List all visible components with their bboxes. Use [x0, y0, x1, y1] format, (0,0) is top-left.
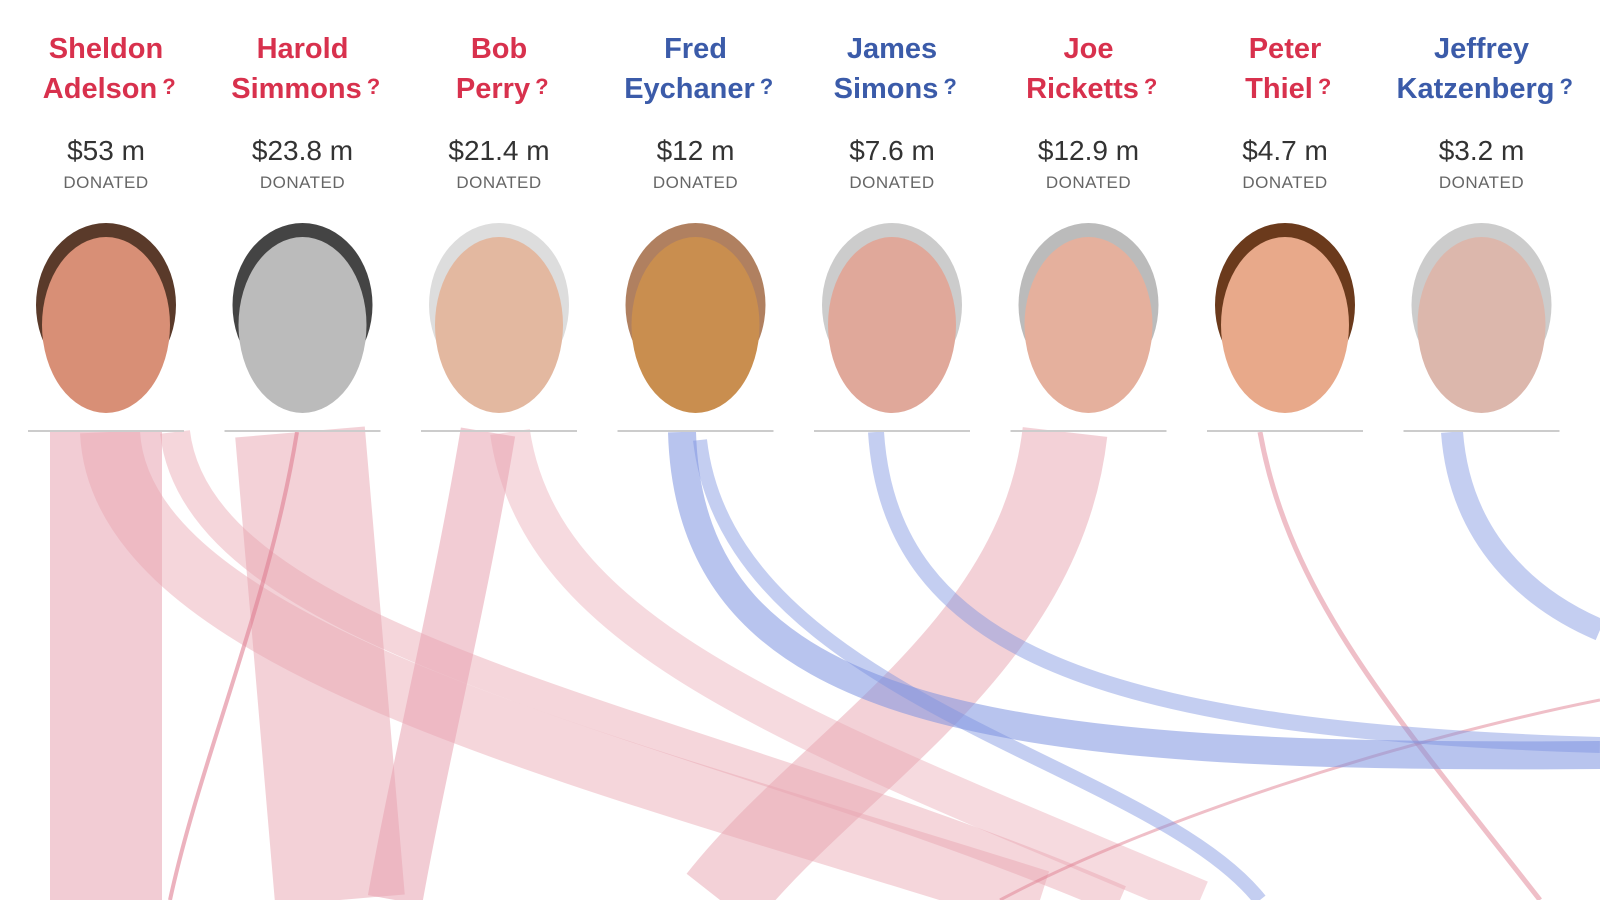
flow	[235, 426, 405, 905]
help-mark[interactable]: ?	[943, 74, 956, 99]
donor-first-name: Fred	[664, 33, 727, 65]
flow	[50, 432, 162, 900]
donated-label: DONATED	[1242, 173, 1327, 192]
donor-last-name: Simmons	[231, 73, 362, 105]
help-mark[interactable]: ?	[760, 74, 773, 99]
donation-amount: $21.4 m	[448, 135, 549, 166]
flow	[693, 439, 1266, 905]
donor-columns: Sheldon Adelson ? $53 m DONATED Harold Simmons…	[28, 33, 1573, 432]
donation-amount: $12 m	[657, 135, 735, 166]
donor-first-name: Joe	[1064, 33, 1114, 65]
donor-last-name: Katzenberg	[1397, 73, 1555, 105]
donor-last-name: Adelson	[43, 73, 157, 105]
donor-first-name: Harold	[257, 33, 349, 65]
donation-amount: $23.8 m	[252, 135, 353, 166]
donation-amount: $4.7 m	[1242, 135, 1328, 166]
donor-last-name: Simons	[834, 73, 939, 105]
face	[1024, 237, 1153, 413]
donor-last-name: Thiel	[1245, 73, 1313, 105]
donated-label: DONATED	[63, 173, 148, 192]
flow	[1441, 431, 1600, 641]
donated-label: DONATED	[1439, 173, 1524, 192]
donation-amount: $3.2 m	[1439, 135, 1525, 166]
help-mark[interactable]: ?	[367, 74, 380, 99]
flow	[160, 429, 1126, 905]
help-mark[interactable]: ?	[1559, 74, 1572, 99]
donor-last-name: Eychaner	[624, 73, 755, 105]
flow	[668, 431, 1600, 770]
face	[42, 237, 170, 413]
donation-amount: $7.6 m	[849, 135, 935, 166]
face	[238, 237, 367, 413]
flow	[168, 431, 299, 901]
donated-label: DONATED	[260, 173, 345, 192]
help-mark[interactable]: ?	[535, 74, 548, 99]
donated-label: DONATED	[653, 173, 738, 192]
donated-label: DONATED	[1046, 173, 1131, 192]
donor-last-name: Ricketts	[1026, 73, 1139, 105]
donated-label: DONATED	[849, 173, 934, 192]
face	[631, 237, 760, 413]
donor-first-name: Sheldon	[49, 33, 163, 65]
flow	[868, 431, 1600, 753]
donor-first-name: Bob	[471, 33, 527, 65]
donation-amount: $53 m	[67, 135, 145, 166]
face	[828, 237, 956, 413]
donor-first-name: Jeffrey	[1434, 33, 1529, 65]
flow	[490, 428, 1208, 905]
help-mark[interactable]: ?	[1318, 74, 1331, 99]
face	[1417, 237, 1546, 413]
help-mark[interactable]: ?	[162, 74, 175, 99]
donor-last-name: Perry	[456, 73, 530, 105]
help-mark[interactable]: ?	[1144, 74, 1157, 99]
donated-label: DONATED	[456, 173, 541, 192]
flow	[999, 698, 1600, 902]
flows	[50, 426, 1600, 905]
donor-first-name: Peter	[1249, 33, 1322, 65]
flow	[1257, 431, 1542, 902]
flow	[367, 427, 516, 905]
face	[1221, 237, 1349, 413]
donation-amount: $12.9 m	[1038, 135, 1139, 166]
donor-first-name: James	[847, 33, 937, 65]
face	[435, 237, 563, 413]
